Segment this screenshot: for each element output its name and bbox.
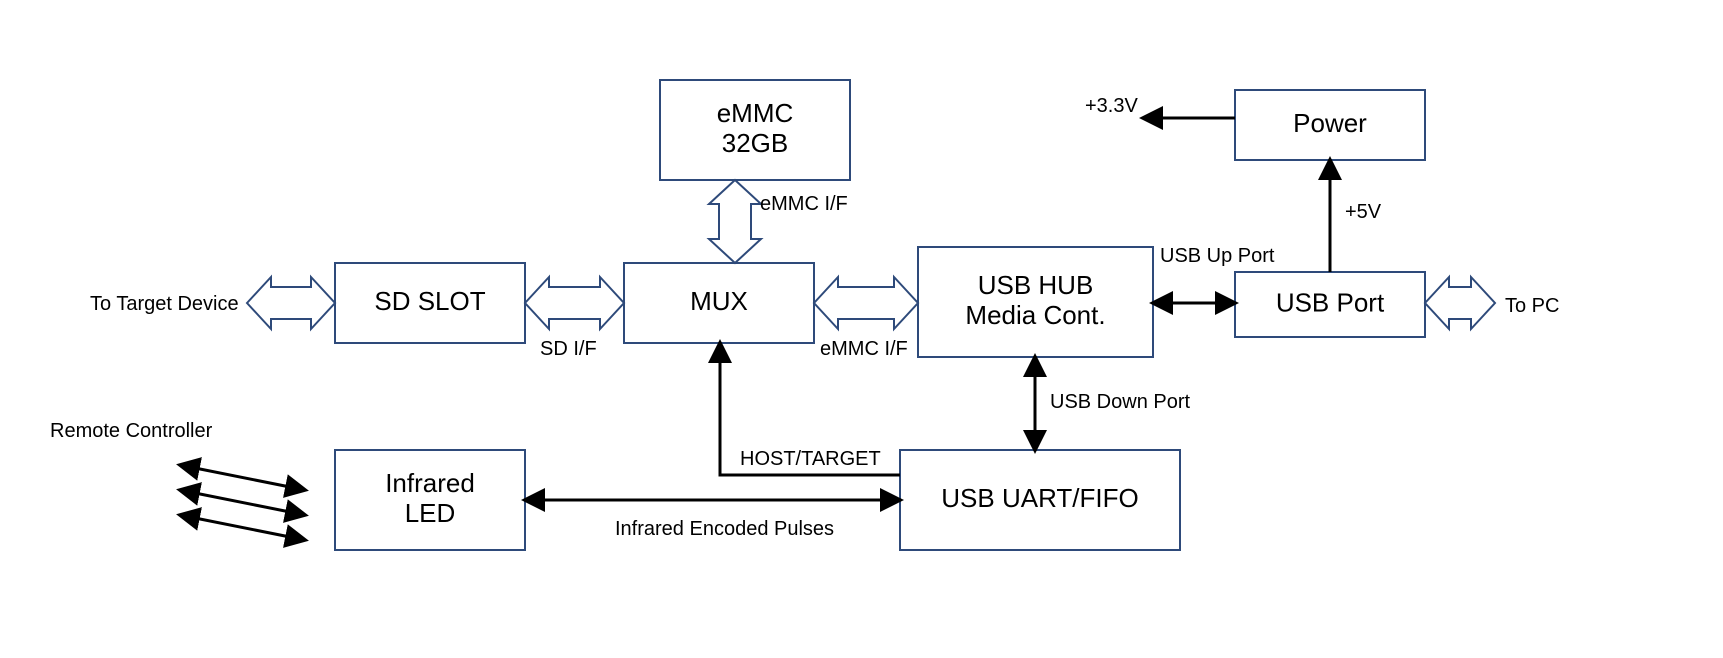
block-label: Media Cont.: [965, 300, 1105, 330]
hollow-double-arrow: [525, 277, 624, 329]
remote-arrow-0: [180, 465, 305, 490]
label-plus33v: +3.3V: [1085, 95, 1138, 117]
block-emmc: eMMC32GB: [660, 80, 850, 180]
block-label: eMMC: [717, 98, 794, 128]
block-label: MUX: [690, 286, 748, 316]
block-label: USB UART/FIFO: [941, 483, 1138, 513]
block-label: USB Port: [1276, 287, 1385, 317]
hollow-double-arrow: [1425, 277, 1495, 329]
remote-arrow-1: [180, 490, 305, 515]
block-label: SD SLOT: [374, 286, 485, 316]
block-power: Power: [1235, 90, 1425, 160]
block-label: 32GB: [722, 128, 789, 158]
block-label: USB HUB: [978, 270, 1094, 300]
label-emmc_if_top: eMMC I/F: [760, 193, 848, 215]
block-sdslot: SD SLOT: [335, 263, 525, 343]
block-label: Power: [1293, 108, 1367, 138]
hollow-double-arrow: [247, 277, 335, 329]
label-to_target: To Target Device: [90, 293, 239, 315]
label-remote: Remote Controller: [50, 420, 213, 442]
label-usb_down: USB Down Port: [1050, 391, 1190, 413]
label-sd_if: SD I/F: [540, 338, 597, 360]
block-usbport: USB Port: [1235, 272, 1425, 337]
block-label: Infrared: [385, 468, 475, 498]
label-usb_up: USB Up Port: [1160, 245, 1275, 267]
remote-arrow-2: [180, 515, 305, 540]
hollow-double-arrow: [814, 277, 918, 329]
block-uart: USB UART/FIFO: [900, 450, 1180, 550]
label-to_pc: To PC: [1505, 295, 1559, 317]
label-plus5v: +5V: [1345, 201, 1382, 223]
hollow-double-arrow-v: [709, 180, 761, 263]
block-usbhub: USB HUBMedia Cont.: [918, 247, 1153, 357]
label-ir_pulses: Infrared Encoded Pulses: [615, 518, 834, 540]
block-mux: MUX: [624, 263, 814, 343]
block-irled: InfraredLED: [335, 450, 525, 550]
label-host_target: HOST/TARGET: [740, 448, 881, 470]
block-label: LED: [405, 498, 456, 528]
label-emmc_if_mid: eMMC I/F: [820, 338, 908, 360]
